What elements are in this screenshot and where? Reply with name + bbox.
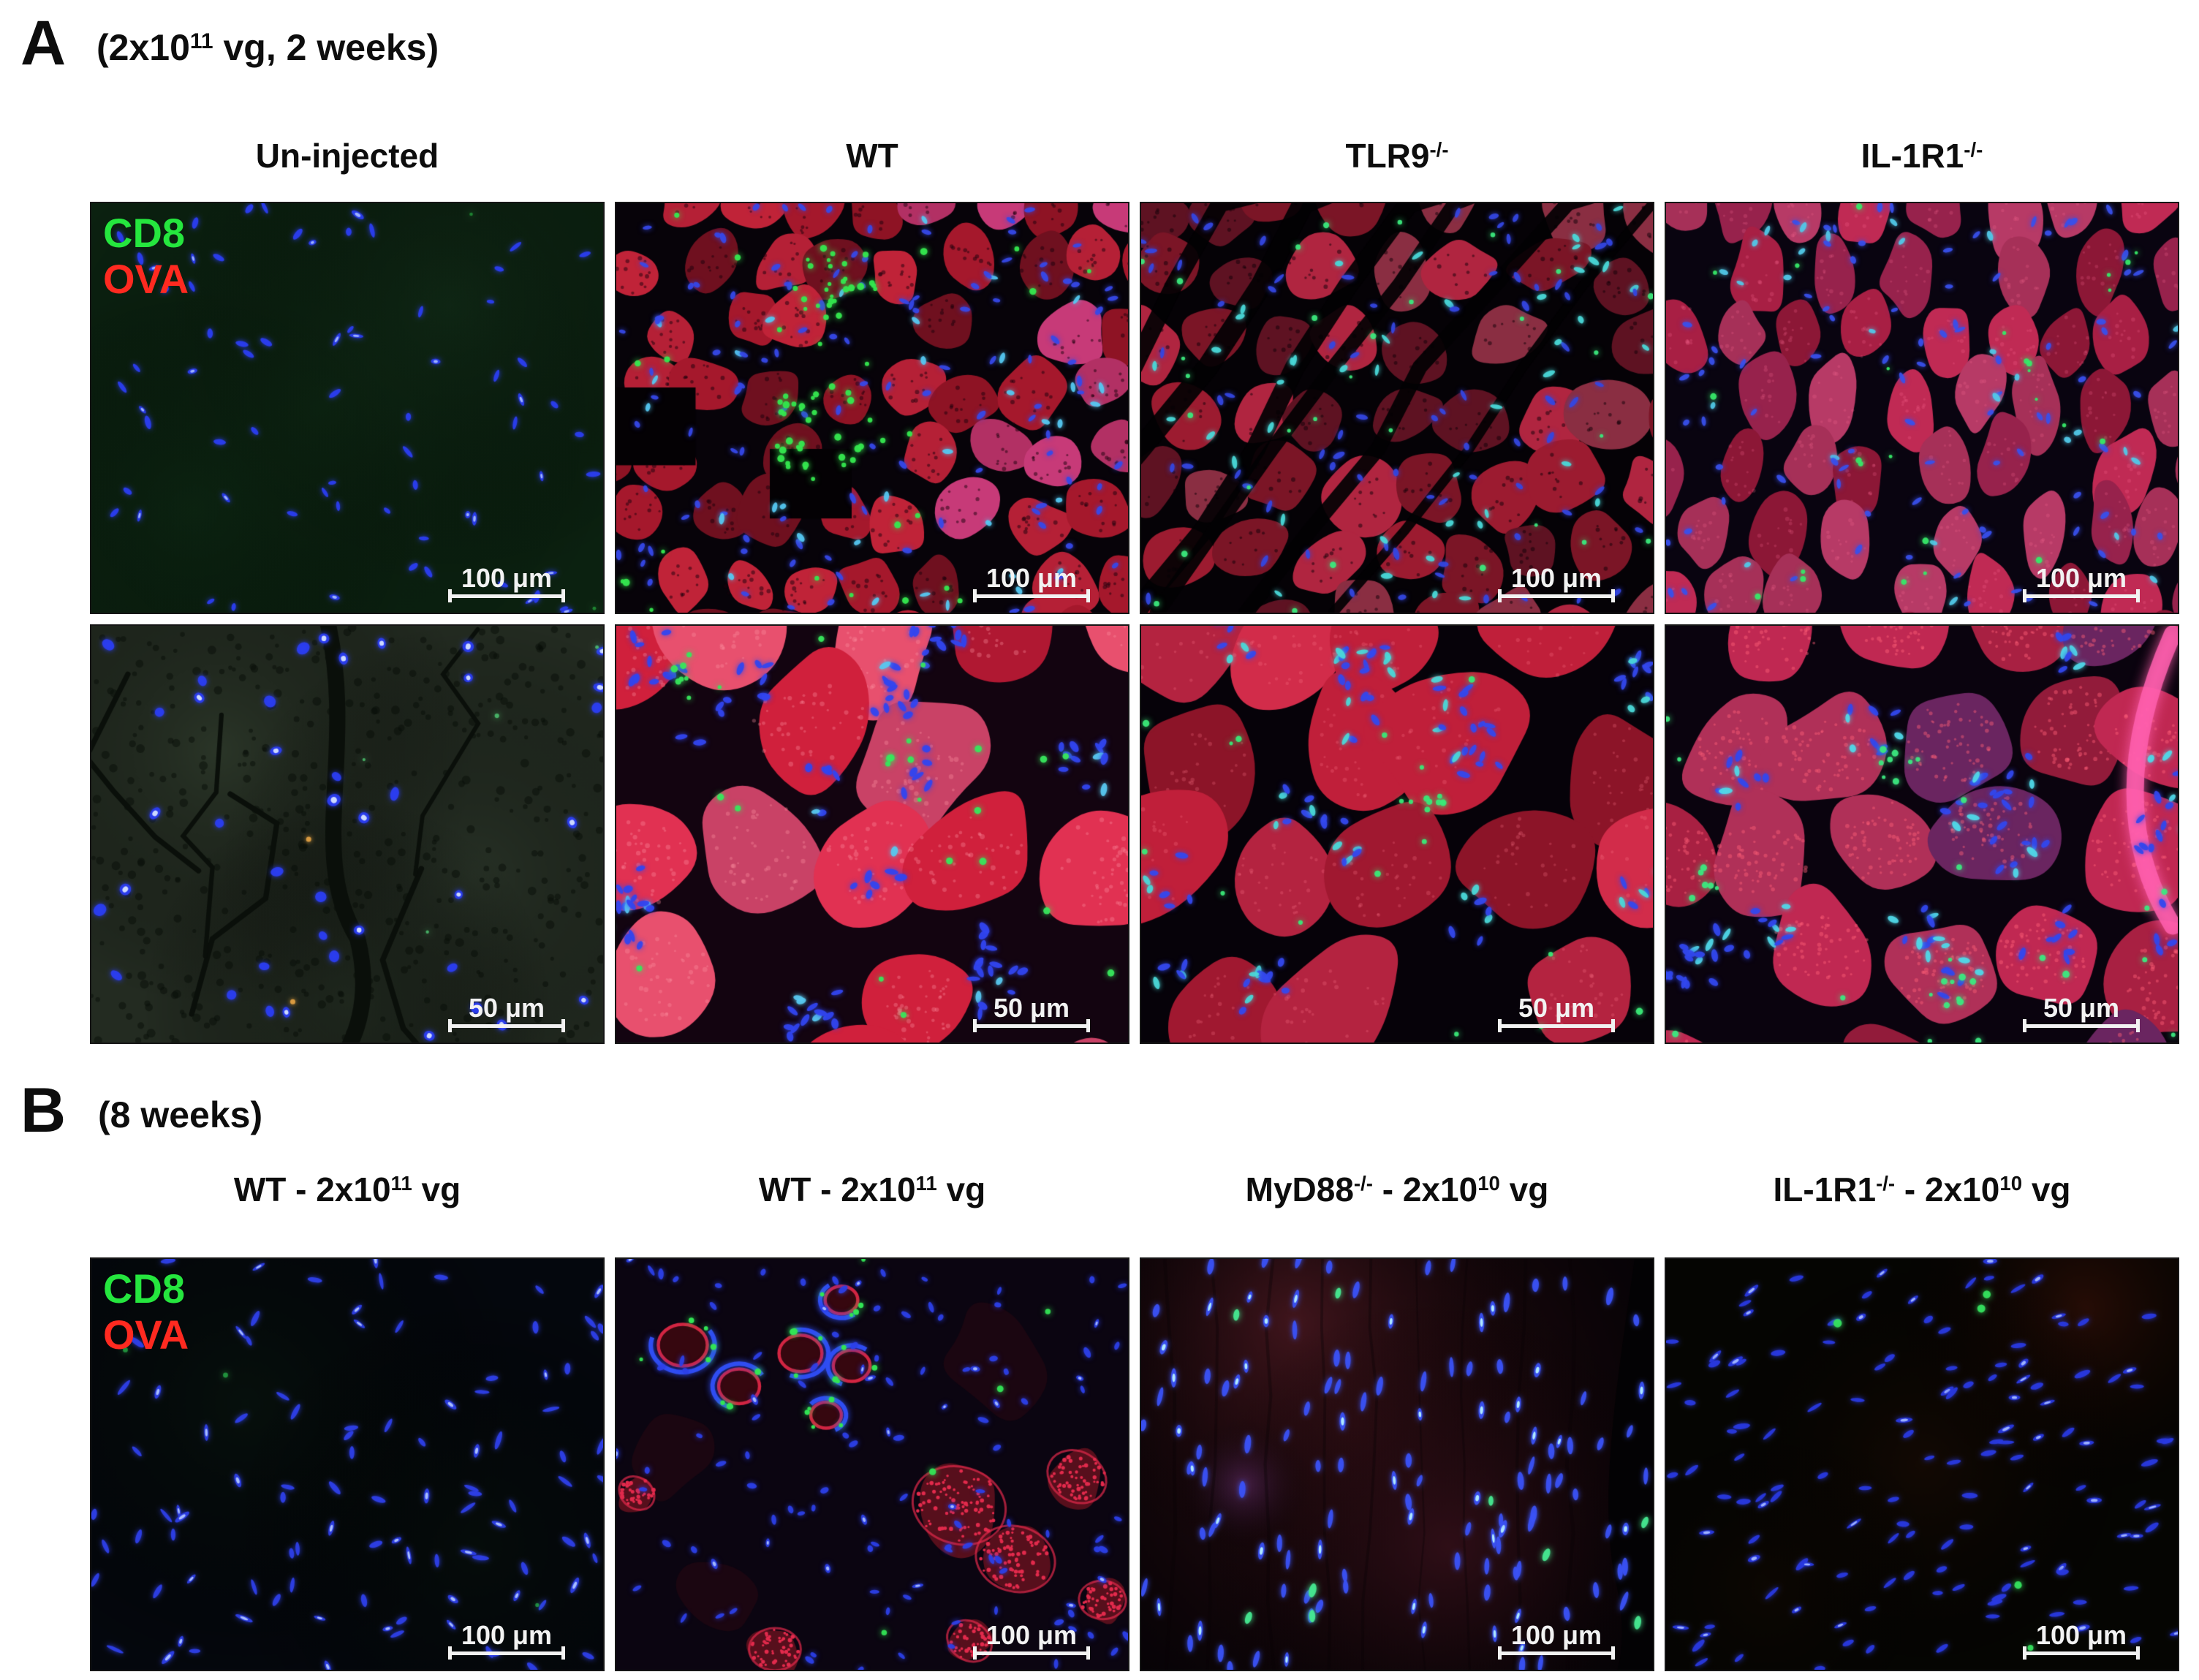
scale-bar-label: 100 μm [1510, 563, 1602, 593]
scale-bar-line [1498, 1019, 1615, 1032]
scale-bar-line [973, 589, 1090, 602]
panel-a-row-1: CD8 OVA 100 μm 100 μm 100 μm [90, 202, 2179, 614]
scale-bar: 100 μm [2023, 1620, 2140, 1660]
legend-ova-label: OVA [103, 255, 189, 302]
panel-a-column-headers: Un-injected WT TLR9-/- IL-1R1-/- [91, 137, 2178, 175]
scale-bar-label: 50 μm [468, 993, 545, 1023]
micrograph-canvas [1141, 626, 1653, 1043]
scale-bar-line [2023, 1646, 2140, 1660]
scale-bar-label: 100 μm [985, 1620, 1078, 1650]
scale-bar: 100 μm [973, 563, 1090, 602]
scale-bar-label: 100 μm [2035, 563, 2127, 593]
scale-bar: 100 μm [2023, 563, 2140, 602]
column-header-il1r1: IL-1R1-/- [1861, 137, 1983, 175]
panel-b-title: (8 weeks) [98, 1094, 263, 1135]
scale-bar-label: 50 μm [993, 993, 1070, 1023]
scale-bar: 100 μm [1498, 563, 1615, 602]
micrograph-canvas [91, 626, 603, 1043]
column-header-uninjected: Un-injected [255, 137, 439, 175]
micrograph-canvas [91, 203, 603, 613]
scale-bar-line [448, 1019, 565, 1032]
panel-b-label: B [20, 1075, 67, 1146]
micrograph-canvas [1666, 626, 2178, 1043]
panel-b-row: CD8 OVA 100 μm 100 μm 100 μm [90, 1257, 2179, 1671]
micrograph-b-wt-2e11-2: 100 μm [615, 1257, 1129, 1671]
micrograph-canvas [616, 626, 1128, 1043]
scale-bar-line [973, 1019, 1090, 1032]
micrograph-canvas [1666, 203, 2178, 613]
scale-bar-line [973, 1646, 1090, 1660]
panel-b-column-headers: WT - 2x1011 vg WT - 2x1011 vg MyD88-/- -… [91, 1171, 2178, 1208]
micrograph-b-wt-2e11-1: CD8 OVA 100 μm [90, 1257, 605, 1671]
column-header-myd88-2e10: MyD88-/- - 2x1010 vg [1245, 1170, 1549, 1208]
scale-bar-label: 100 μm [1510, 1620, 1602, 1650]
scale-bar-line [448, 1646, 565, 1660]
micrograph-a2-il1r1: 50 μm [1665, 624, 2179, 1044]
scale-bar: 50 μm [973, 993, 1090, 1032]
micrograph-b-myd88-2e10: 100 μm [1140, 1257, 1654, 1671]
column-header-wt-2e11-b: WT - 2x1011 vg [758, 1170, 986, 1208]
micrograph-canvas [1141, 203, 1653, 613]
micrograph-a1-wt: 100 μm [615, 202, 1129, 614]
scale-bar: 100 μm [448, 1620, 565, 1660]
scale-bar-line [2023, 1019, 2140, 1032]
micrograph-a1-uninjected: CD8 OVA 100 μm [90, 202, 605, 614]
column-header-il1r1-2e10: IL-1R1-/- - 2x1010 vg [1773, 1170, 2071, 1208]
legend-ova-label: OVA [103, 1311, 189, 1358]
scale-bar: 50 μm [1498, 993, 1615, 1032]
micrograph-b-il1r1-2e10: 100 μm [1665, 1257, 2179, 1671]
scale-bar-line [448, 589, 565, 602]
micrograph-canvas [616, 203, 1128, 613]
micrograph-a2-wt: 50 μm [615, 624, 1129, 1044]
panel-a-label: A [20, 8, 67, 78]
scale-bar-label: 100 μm [461, 563, 553, 593]
scale-bar-label: 100 μm [461, 1620, 553, 1650]
column-header-wt-2e11-a: WT - 2x1011 vg [233, 1170, 461, 1208]
panel-a-row-2: 50 μm 50 μm 50 μm 50 μm [90, 624, 2179, 1044]
scale-bar: 100 μm [1498, 1620, 1615, 1660]
micrograph-canvas [91, 1259, 603, 1670]
panel-a-title: (2x1011 vg, 2 weeks) [96, 27, 439, 68]
micrograph-canvas [1666, 1259, 2178, 1670]
scale-bar: 100 μm [448, 563, 565, 602]
scale-bar-line [1498, 589, 1615, 602]
scale-bar-label: 50 μm [1518, 993, 1595, 1023]
scale-bar: 50 μm [2023, 993, 2140, 1032]
scale-bar-label: 100 μm [2035, 1620, 2127, 1650]
micrograph-a1-il1r1: 100 μm [1665, 202, 2179, 614]
scale-bar: 100 μm [973, 1620, 1090, 1660]
scale-bar-label: 50 μm [2043, 993, 2120, 1023]
scale-bar-label: 100 μm [985, 563, 1078, 593]
column-header-tlr9: TLR9-/- [1345, 137, 1449, 175]
channel-legend: CD8 OVA [103, 1265, 189, 1358]
micrograph-canvas [616, 1259, 1128, 1670]
legend-cd8-label: CD8 [103, 210, 186, 256]
micrograph-a2-tlr9: 50 μm [1140, 624, 1654, 1044]
column-header-wt: WT [846, 137, 898, 175]
legend-cd8-label: CD8 [103, 1265, 186, 1312]
scale-bar-line [2023, 589, 2140, 602]
channel-legend: CD8 OVA [103, 210, 189, 302]
micrograph-a2-uninjected: 50 μm [90, 624, 605, 1044]
scale-bar: 50 μm [448, 993, 565, 1032]
micrograph-a1-tlr9: 100 μm [1140, 202, 1654, 614]
micrograph-canvas [1141, 1259, 1653, 1670]
scale-bar-line [1498, 1646, 1615, 1660]
